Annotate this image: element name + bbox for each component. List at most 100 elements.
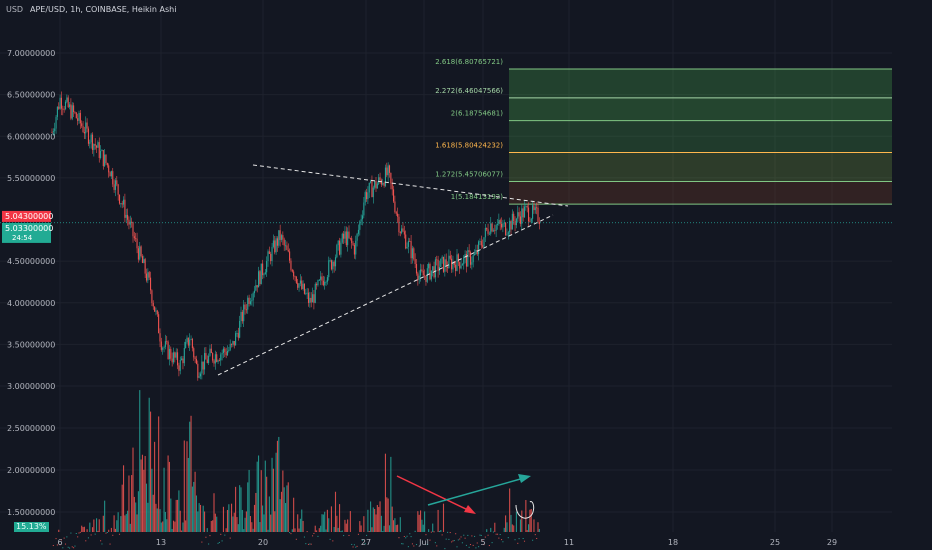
candle-body <box>536 207 538 209</box>
candlesticks <box>51 91 540 381</box>
volume-bar <box>324 511 326 532</box>
candle-body <box>513 213 515 221</box>
candle-body <box>420 269 422 276</box>
candle-body <box>264 272 266 275</box>
volume-bar <box>82 527 84 532</box>
candle-body <box>344 231 346 239</box>
volume-bar <box>197 511 199 532</box>
candle-body <box>198 376 200 378</box>
candle-body <box>534 207 536 211</box>
volume-bar <box>143 469 145 532</box>
volume-bar <box>193 481 195 532</box>
symbol-title[interactable]: APE/USD, 1h, COINBASE, Heikin Ashi <box>30 5 177 14</box>
volume-bar <box>372 507 374 532</box>
volume-bar <box>471 535 473 537</box>
volume-bar <box>140 459 142 532</box>
volume-bar <box>172 520 175 532</box>
candle-body <box>498 220 500 225</box>
price-axis-label: 2.50000000 <box>7 424 55 433</box>
candle-body <box>511 213 513 230</box>
time-axis-label: 13 <box>156 538 166 547</box>
volume-bar <box>418 514 420 532</box>
candle-body <box>237 333 239 338</box>
volume-bar <box>425 534 427 536</box>
candle-body <box>245 309 247 311</box>
candle-body <box>417 273 419 280</box>
volume-bar <box>87 537 89 539</box>
volume-bar <box>521 510 523 532</box>
volume-bar <box>456 546 458 548</box>
volume-bar <box>78 532 80 534</box>
volume-bar <box>286 485 288 532</box>
volume-bar <box>394 518 396 532</box>
candle-body <box>309 297 311 303</box>
volume-bar <box>380 515 382 532</box>
candle-body <box>492 230 494 232</box>
time-axis[interactable]: 6 13 20 27 Jul 5 11 18 25 29 <box>57 538 837 547</box>
volume-bar <box>154 441 156 532</box>
volume-bar <box>361 539 364 541</box>
volume-bar <box>236 517 238 532</box>
volume-bar <box>270 514 272 532</box>
price-axis-label: 5.50000000 <box>7 174 55 183</box>
candle-body <box>70 104 72 119</box>
candle-body <box>405 234 407 249</box>
candle-body <box>351 238 353 244</box>
candle-body <box>359 221 361 230</box>
volume-bar <box>147 502 149 532</box>
volume-bar <box>398 537 400 539</box>
volume-bar <box>152 494 154 532</box>
candle-body <box>515 218 517 226</box>
time-axis-label: 11 <box>564 538 574 547</box>
volume-bar <box>337 527 339 532</box>
candle-body <box>488 233 490 235</box>
volume-bar <box>406 535 408 537</box>
volume-bar <box>410 536 412 538</box>
candle-body <box>349 237 351 239</box>
candle-body <box>56 106 58 117</box>
fib-zone <box>509 181 892 205</box>
candle-body <box>387 165 389 176</box>
volume-bar <box>506 522 508 532</box>
volume-bar <box>496 533 499 535</box>
candle-body <box>302 283 304 289</box>
fibonacci-extension[interactable]: 2.618(6.80765721) 2.272(6.46047566) 2(6.18… <box>435 58 892 205</box>
candle-body <box>376 183 378 189</box>
volume-bar <box>478 546 480 548</box>
candle-body <box>201 361 203 374</box>
trend-drawings[interactable] <box>217 164 569 519</box>
candle-body <box>364 192 366 203</box>
volume-bar <box>393 520 395 532</box>
circle-annotation <box>515 501 535 519</box>
candle-body <box>221 353 223 355</box>
volume-bar <box>77 536 79 538</box>
volume-bar <box>433 531 435 533</box>
candle-body <box>206 359 208 363</box>
fib-level-label: 2(6.18754681) <box>451 110 503 118</box>
candle-body <box>501 223 503 228</box>
volume-bar <box>513 525 515 532</box>
volume-bar <box>415 544 418 546</box>
candle-body <box>482 245 484 247</box>
price-axis[interactable]: 7.00000000 6.50000000 6.00000000 5.50000000… <box>7 49 55 517</box>
volume-bar <box>202 505 204 532</box>
candle-body <box>406 246 408 249</box>
volume-bar <box>245 511 247 532</box>
candle-body <box>410 241 412 259</box>
candle-body <box>98 142 100 158</box>
volume-bar <box>344 519 346 532</box>
candle-body <box>239 320 241 338</box>
candle-body <box>191 338 193 349</box>
candle-body <box>81 123 83 127</box>
candle-body <box>174 352 176 358</box>
candle-body <box>141 256 143 263</box>
volume-bar <box>258 455 260 532</box>
volume-bar <box>62 547 64 549</box>
candle-body <box>182 358 184 364</box>
candle-body <box>432 266 434 271</box>
volume-bar <box>279 499 281 532</box>
candle-body <box>366 192 368 200</box>
volume-bar <box>135 502 137 532</box>
fib-level-label: 2.618(6.80765721) <box>435 58 503 66</box>
